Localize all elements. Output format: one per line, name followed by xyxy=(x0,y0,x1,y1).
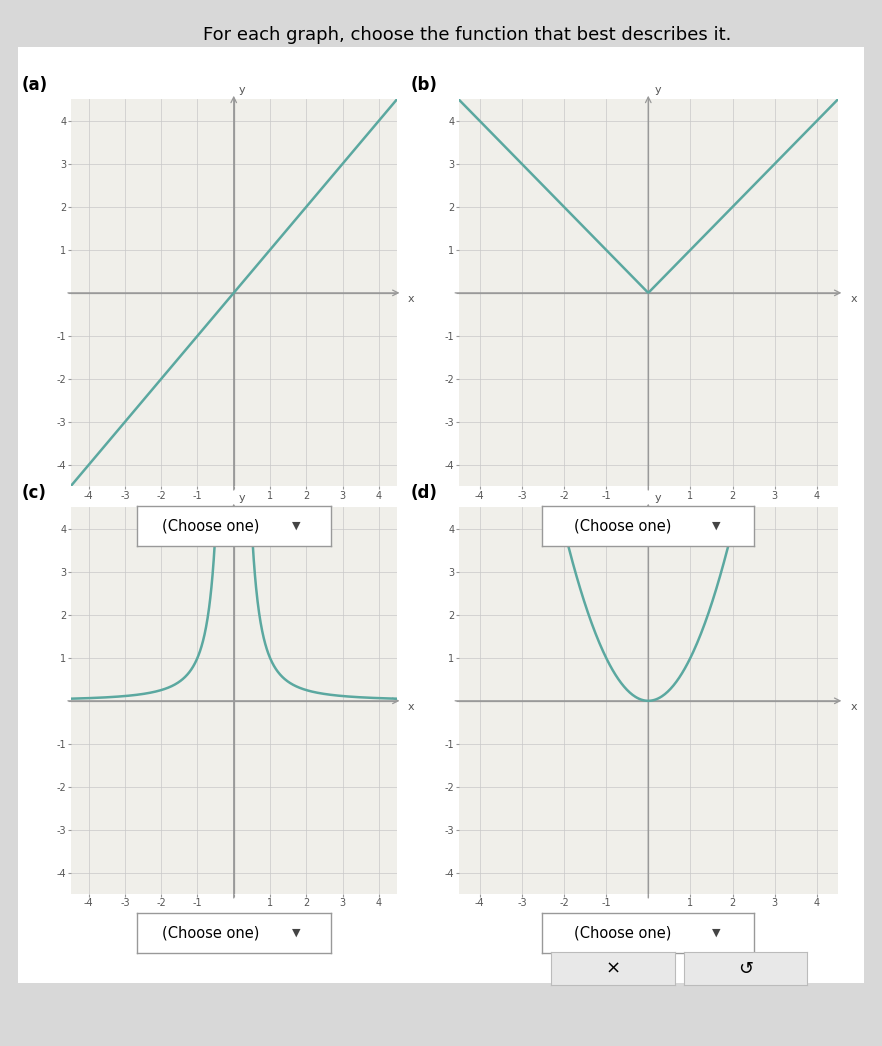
Text: ▼: ▼ xyxy=(292,521,300,531)
Text: (Choose one): (Choose one) xyxy=(161,519,259,533)
Text: x: x xyxy=(407,294,415,304)
Text: ▼: ▼ xyxy=(292,928,300,938)
Text: ↺: ↺ xyxy=(737,959,753,978)
Text: ▼: ▼ xyxy=(712,521,721,531)
Text: (c): (c) xyxy=(22,484,47,502)
Text: (Choose one): (Choose one) xyxy=(574,519,671,533)
Text: x: x xyxy=(850,702,857,712)
Text: (b): (b) xyxy=(410,76,437,94)
Text: (d): (d) xyxy=(410,484,437,502)
Text: (Choose one): (Choose one) xyxy=(574,926,671,940)
Text: ▼: ▼ xyxy=(712,928,721,938)
Text: x: x xyxy=(850,294,857,304)
Text: y: y xyxy=(239,85,246,95)
Text: y: y xyxy=(239,493,246,503)
Text: y: y xyxy=(654,493,662,503)
Text: y: y xyxy=(654,85,662,95)
Text: For each graph, choose the function that best describes it.: For each graph, choose the function that… xyxy=(203,26,732,44)
Text: (Choose one): (Choose one) xyxy=(161,926,259,940)
Text: (a): (a) xyxy=(22,76,49,94)
Text: x: x xyxy=(407,702,415,712)
Text: ×: × xyxy=(605,959,621,978)
